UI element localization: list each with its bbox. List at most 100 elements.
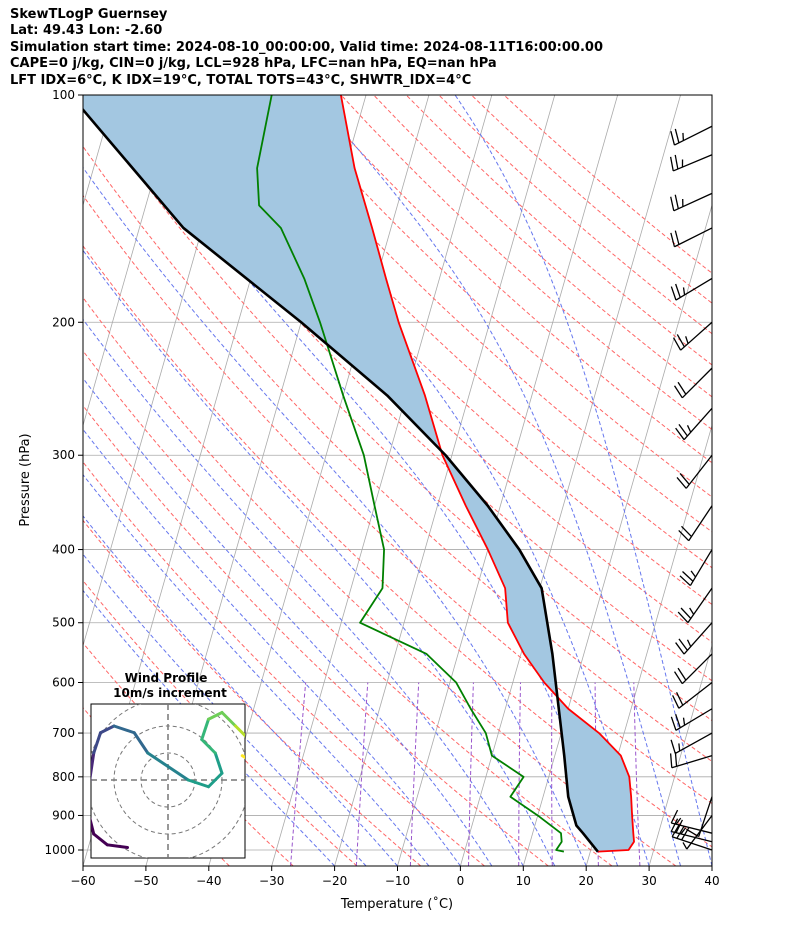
barb-staff — [681, 653, 713, 685]
dry-adiabat — [177, 95, 712, 606]
barb-feather — [679, 473, 690, 485]
parcel-line — [83, 107, 599, 853]
mixing-ratio-line — [355, 682, 369, 866]
dry-adiabat — [83, 296, 677, 866]
barb-staff — [689, 549, 713, 586]
isotherm — [83, 95, 178, 427]
barb-staff — [671, 822, 713, 834]
dry-adiabat — [83, 579, 358, 866]
x-axis-label: Temperature (˚C) — [340, 896, 453, 912]
y-axis-label: Pressure (hPa) — [18, 433, 33, 526]
wind-barb — [673, 653, 713, 685]
hodograph — [91, 704, 245, 858]
temperature-line — [340, 95, 635, 853]
barb-feather — [682, 842, 688, 850]
wind-barb — [669, 751, 713, 769]
hodograph-segment — [207, 771, 224, 789]
barb-staff — [675, 277, 713, 301]
barb-feather — [690, 570, 697, 578]
dry-adiabat — [83, 97, 712, 722]
dry-adiabat — [83, 245, 712, 848]
wind-barb — [672, 321, 713, 351]
hodograph-segment — [99, 724, 116, 735]
hodograph-segment — [234, 724, 245, 738]
hodograph-segment — [112, 724, 136, 735]
x-tick-label: −10 — [385, 874, 410, 888]
barb-feather — [670, 286, 677, 301]
dry-adiabat — [83, 461, 485, 866]
moist-adiabat — [83, 249, 556, 866]
barb-staff — [678, 681, 713, 709]
dry-adiabat — [83, 350, 613, 866]
barb-staff — [687, 587, 713, 623]
barb-staff — [675, 708, 713, 731]
barb-staff — [671, 836, 713, 851]
barb-staff — [673, 192, 713, 212]
wind-barbs — [669, 125, 713, 851]
barb-staff — [672, 154, 713, 172]
cin-area — [83, 95, 635, 852]
barb-feather — [675, 817, 682, 825]
x-tick-label: −50 — [133, 874, 158, 888]
isotherm — [711, 864, 712, 866]
hodograph-segment — [92, 832, 109, 847]
moist-adiabat — [83, 318, 524, 866]
barb-feather — [678, 743, 681, 752]
barb-staff — [686, 815, 713, 850]
hodograph-segment — [200, 717, 210, 741]
wind-barb — [670, 809, 713, 834]
y-tick-label: 300 — [52, 448, 75, 462]
barb-feather — [677, 611, 689, 624]
barb-staff — [674, 227, 713, 248]
mixing-ratio-line — [409, 682, 420, 866]
x-tick-label: −20 — [322, 874, 347, 888]
isotherm — [775, 95, 794, 866]
barb-feather — [671, 824, 680, 838]
dry-adiabat — [471, 95, 712, 304]
barb-feather — [678, 424, 688, 437]
hodograph-segment — [213, 751, 224, 775]
x-tick-label: 30 — [641, 874, 656, 888]
barb-feather — [670, 131, 676, 146]
x-axis-ticks: −60 −50 −40 −30 −20 −10 0 10 20 30 40 — [70, 866, 720, 888]
wind-barb — [679, 549, 713, 587]
x-tick-label: 20 — [579, 874, 594, 888]
isotherm — [585, 423, 712, 866]
hodograph-segment — [91, 751, 96, 781]
barb-feather — [676, 334, 685, 348]
y-axis-ticks: 1000 900 800 700 600 500 400 300 200 100 — [44, 88, 83, 857]
wind-barb — [670, 227, 713, 248]
barb-feather — [685, 336, 689, 344]
barb-feather — [675, 427, 685, 441]
x-tick-label: −40 — [196, 874, 221, 888]
inset-subtitle: 10m/s increment — [113, 686, 227, 700]
wind-barb — [675, 407, 713, 441]
dry-adiabat — [275, 95, 712, 498]
barb-feather — [674, 154, 679, 170]
isotherm — [271, 95, 493, 866]
barb-feather — [674, 128, 680, 143]
barb-staff — [671, 830, 713, 843]
inset-title: Wind Profile — [125, 671, 208, 685]
barb-staff — [698, 796, 713, 837]
hodograph-segment — [200, 738, 217, 755]
dry-adiabat — [83, 642, 294, 866]
hodograph-segment — [92, 731, 102, 755]
moist-adiabat — [83, 515, 398, 866]
barb-feather — [682, 571, 694, 582]
hodograph-segment — [207, 711, 224, 721]
barb-feather — [689, 607, 695, 615]
barb-feather — [686, 828, 700, 838]
barb-feather — [682, 717, 686, 726]
hodograph-segment — [240, 754, 245, 760]
y-tick-label: 900 — [52, 808, 75, 822]
time-line: Simulation start time: 2024-08-10_00:00:… — [10, 39, 603, 55]
hodograph-segment — [91, 816, 96, 836]
dry-adiabat — [503, 95, 712, 274]
profile-lines — [83, 95, 635, 853]
barb-staff — [680, 321, 713, 351]
barb-staff — [683, 622, 713, 655]
barb-feather — [686, 425, 692, 433]
y-tick-label: 500 — [52, 616, 75, 630]
moist-adiabat — [83, 166, 587, 866]
